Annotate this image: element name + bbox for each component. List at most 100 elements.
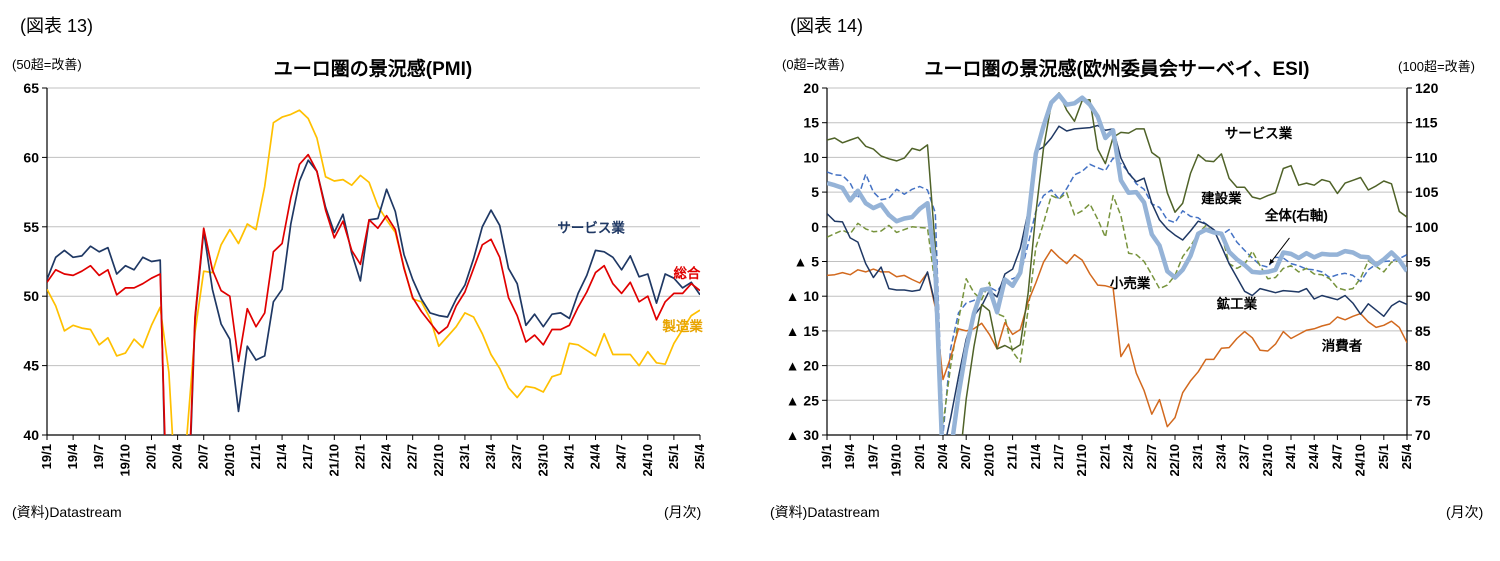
svg-text:23/4: 23/4 (483, 443, 498, 469)
svg-text:21/7: 21/7 (300, 444, 315, 469)
svg-text:21/1: 21/1 (248, 444, 263, 469)
svg-text:23/10: 23/10 (1260, 444, 1275, 477)
svg-text:75: 75 (1415, 392, 1431, 408)
svg-text:20/10: 20/10 (981, 444, 996, 477)
svg-text:19/4: 19/4 (842, 443, 857, 469)
svg-text:21/7: 21/7 (1051, 444, 1066, 469)
svg-text:22/4: 22/4 (1121, 443, 1136, 469)
svg-text:▲ 10: ▲ 10 (786, 288, 820, 304)
svg-text:サービス業: サービス業 (557, 219, 625, 235)
svg-text:23/7: 23/7 (1237, 444, 1252, 469)
svg-text:80: 80 (1415, 358, 1431, 374)
svg-text:45: 45 (23, 358, 39, 374)
svg-text:55: 55 (23, 219, 39, 235)
pmi-source-note: (資料)Datastream (12, 504, 122, 520)
esi-left-axis-note: (0超=改善) (782, 57, 845, 72)
svg-text:90: 90 (1415, 288, 1431, 304)
svg-text:24/4: 24/4 (1306, 443, 1321, 469)
svg-text:24/1: 24/1 (1283, 444, 1298, 469)
svg-text:24/1: 24/1 (561, 444, 576, 469)
svg-text:5: 5 (811, 184, 819, 200)
pmi-y-axis-note: (50超=改善) (12, 57, 82, 72)
svg-text:10: 10 (803, 149, 819, 165)
svg-text:24/10: 24/10 (1353, 444, 1368, 477)
svg-text:▲ 15: ▲ 15 (786, 323, 820, 339)
svg-text:19/1: 19/1 (39, 444, 54, 469)
svg-text:24/4: 24/4 (588, 443, 603, 469)
svg-text:20/7: 20/7 (958, 444, 973, 469)
svg-text:22/7: 22/7 (405, 444, 420, 469)
svg-text:22/1: 22/1 (1097, 444, 1112, 469)
svg-text:25/4: 25/4 (1399, 443, 1414, 469)
svg-text:105: 105 (1415, 184, 1439, 200)
svg-text:建設業: 建設業 (1200, 190, 1242, 206)
svg-text:20/1: 20/1 (912, 444, 927, 469)
svg-text:20/10: 20/10 (222, 444, 237, 477)
esi-frequency-note: (月次) (1446, 504, 1484, 520)
svg-text:25/1: 25/1 (666, 444, 681, 469)
svg-text:15: 15 (803, 115, 819, 131)
figure-13-label: (図表 13) (20, 16, 94, 36)
svg-text:19/10: 19/10 (117, 444, 132, 477)
svg-text:▲ 20: ▲ 20 (786, 358, 820, 374)
svg-text:22/1: 22/1 (352, 444, 367, 469)
svg-text:小売業: 小売業 (1110, 275, 1151, 291)
svg-text:21/10: 21/10 (1074, 444, 1089, 477)
svg-text:19/7: 19/7 (865, 444, 880, 469)
svg-text:23/7: 23/7 (509, 444, 524, 469)
svg-text:23/4: 23/4 (1213, 443, 1228, 469)
svg-text:20/1: 20/1 (143, 444, 158, 469)
esi-chart-title: ユーロ圏の景況感(欧州委員会サーベイ、ESI) (924, 59, 1310, 80)
svg-text:20: 20 (803, 80, 819, 96)
svg-text:120: 120 (1415, 80, 1439, 96)
svg-text:40: 40 (23, 427, 39, 443)
svg-text:20/7: 20/7 (196, 444, 211, 469)
svg-text:消費者: 消費者 (1322, 337, 1363, 353)
svg-text:24/7: 24/7 (614, 444, 629, 469)
svg-text:20/4: 20/4 (170, 443, 185, 469)
figure-14-label: (図表 14) (790, 16, 864, 36)
svg-text:20/4: 20/4 (935, 443, 950, 469)
pmi-frequency-note: (月次) (664, 504, 702, 520)
svg-text:60: 60 (23, 149, 39, 165)
svg-text:24/10: 24/10 (640, 444, 655, 477)
esi-source-note: (資料)Datastream (770, 504, 880, 520)
svg-text:0: 0 (811, 219, 819, 235)
svg-text:21/10: 21/10 (326, 444, 341, 477)
svg-text:19/7: 19/7 (91, 444, 106, 469)
esi-right-axis-note: (100超=改善) (1398, 59, 1475, 74)
svg-text:▲ 30: ▲ 30 (786, 427, 820, 443)
svg-text:85: 85 (1415, 323, 1431, 339)
svg-text:22/10: 22/10 (431, 444, 446, 477)
svg-text:65: 65 (23, 80, 39, 96)
svg-text:21/4: 21/4 (274, 443, 289, 469)
svg-text:23/1: 23/1 (1190, 444, 1205, 469)
svg-text:21/4: 21/4 (1028, 443, 1043, 469)
svg-text:19/4: 19/4 (65, 443, 80, 469)
svg-text:100: 100 (1415, 219, 1439, 235)
svg-text:25/1: 25/1 (1376, 444, 1391, 469)
svg-text:19/1: 19/1 (819, 444, 834, 469)
svg-text:全体(右軸): 全体(右軸) (1264, 207, 1328, 223)
svg-text:95: 95 (1415, 254, 1431, 270)
svg-text:23/10: 23/10 (535, 444, 550, 477)
svg-text:70: 70 (1415, 427, 1431, 443)
pmi-chart-title: ユーロ圏の景況感(PMI) (273, 59, 473, 80)
svg-text:22/4: 22/4 (379, 443, 394, 469)
svg-text:24/7: 24/7 (1329, 444, 1344, 469)
svg-text:50: 50 (23, 288, 39, 304)
svg-text:23/1: 23/1 (457, 444, 472, 469)
svg-text:25/4: 25/4 (692, 443, 707, 469)
svg-text:22/7: 22/7 (1144, 444, 1159, 469)
svg-text:▲ 5: ▲ 5 (793, 254, 819, 270)
svg-text:製造業: 製造業 (661, 318, 703, 334)
svg-text:▲ 25: ▲ 25 (786, 392, 820, 408)
pmi-chart-panel: (図表 13) (50超=改善) ユーロ圏の景況感(PMI) 65 60 55 50 4… (0, 0, 720, 561)
svg-text:19/10: 19/10 (889, 444, 904, 477)
svg-text:サービス業: サービス業 (1225, 125, 1293, 141)
svg-text:115: 115 (1415, 115, 1438, 131)
svg-text:21/1: 21/1 (1005, 444, 1020, 469)
